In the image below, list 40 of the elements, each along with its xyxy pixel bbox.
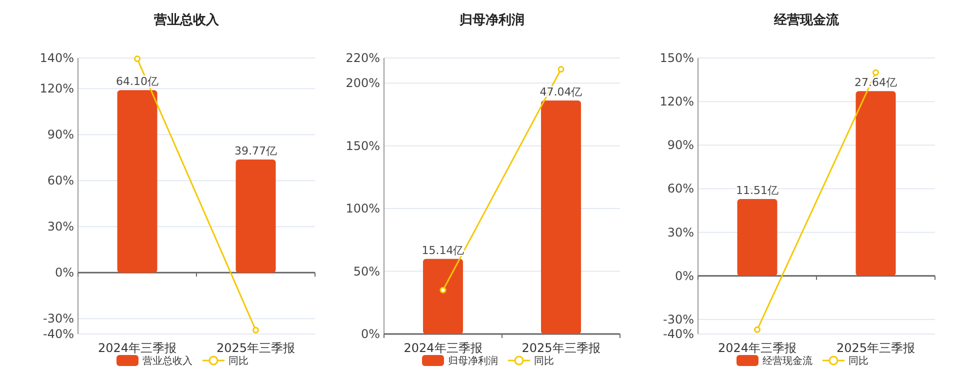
y-tick-label: 140% [40, 51, 74, 65]
y-tick-label: 200% [346, 76, 380, 90]
data-label: 11.51亿 [736, 184, 778, 197]
y-tick-label: -30% [662, 312, 694, 326]
y-tick-label: 150% [346, 138, 380, 153]
y-tick-label: 220% [346, 51, 380, 65]
data-label: 15.14亿 [422, 244, 464, 257]
y-tick-label: 0% [674, 268, 694, 283]
chart-title: 营业总收入 [153, 12, 220, 28]
y-tick-label: -40% [42, 327, 74, 341]
legend-label: 营业总收入 [142, 355, 192, 367]
y-tick-label: 50% [353, 264, 380, 278]
chart-title: 归母净利润 [458, 12, 524, 28]
legend-label: 经营现金流 [762, 355, 812, 367]
y-tick-label: 90% [667, 138, 694, 152]
y-tick-label: -40% [662, 327, 694, 341]
y-tick-label: 30% [47, 220, 74, 234]
x-tick-label: 2025年三季报 [216, 341, 296, 355]
legend-label: 同比 [228, 355, 248, 367]
y-tick-label: 150% [660, 51, 694, 65]
x-tick-label: 2024年三季报 [98, 341, 177, 355]
y-tick-label: 60% [667, 182, 694, 196]
legend-label: 同比 [848, 355, 868, 367]
x-tick-label: 2024年三季报 [718, 341, 797, 355]
x-tick-label: 2025年三季报 [836, 341, 916, 355]
y-tick-label: 90% [47, 128, 74, 142]
y-tick-label: 100% [346, 202, 380, 216]
y-tick-label: 0% [360, 327, 380, 341]
x-tick-label: 2024年三季报 [404, 341, 482, 355]
y-tick-label: 0% [54, 266, 74, 280]
y-tick-label: -30% [42, 312, 74, 326]
y-tick-label: 120% [40, 82, 74, 96]
y-tick-label: 30% [667, 225, 694, 240]
data-label: 39.77亿 [234, 144, 277, 158]
chart-title: 经营现金流 [773, 12, 840, 28]
legend-label: 同比 [534, 355, 554, 367]
x-tick-label: 2025年三季报 [522, 341, 600, 355]
legend-label: 归母净利润 [448, 355, 498, 367]
y-tick-label: 60% [47, 174, 74, 188]
y-tick-label: 120% [660, 94, 694, 109]
